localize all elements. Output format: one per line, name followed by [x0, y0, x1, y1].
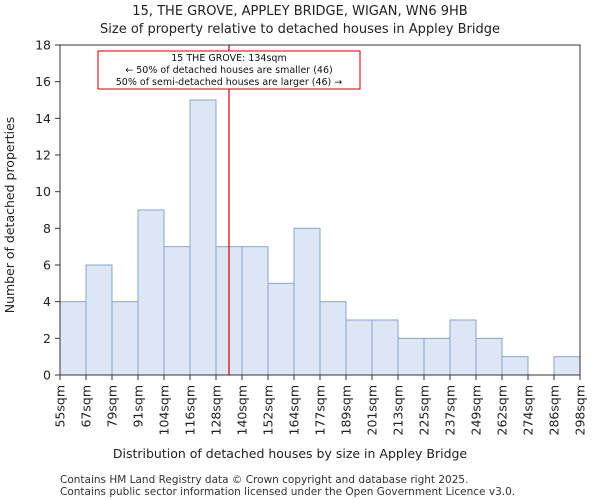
y-tick-label: 6 — [43, 258, 51, 273]
y-tick-label: 4 — [43, 294, 51, 309]
bar-177sqm — [319, 301, 347, 376]
bar-91sqm — [137, 209, 165, 376]
annotation-line-1: 15 THE GROVE: 134sqm — [171, 53, 286, 64]
bars-group — [59, 99, 581, 376]
bar-55sqm — [59, 301, 87, 376]
bar-104sqm — [163, 246, 191, 376]
bar-225sqm — [423, 337, 451, 376]
y-axis: 0 2 4 6 8 10 12 14 16 18 — [35, 38, 60, 383]
x-tick-label: 249sqm — [469, 385, 484, 435]
x-tick-label: 152sqm — [261, 385, 276, 435]
chart-title: 15, THE GROVE, APPLEY BRIDGE, WIGAN, WN6… — [132, 4, 467, 19]
x-tick-label: 298sqm — [573, 385, 588, 435]
bar-140sqm — [241, 246, 269, 376]
footer-line-2: Contains public sector information licen… — [60, 486, 515, 498]
y-tick-label: 0 — [43, 368, 51, 383]
y-tick-label: 16 — [35, 74, 51, 89]
x-tick-label: 55sqm — [53, 385, 68, 428]
footer-line-1: Contains HM Land Registry data © Crown c… — [60, 474, 468, 486]
x-tick-label: 104sqm — [157, 385, 172, 435]
x-tick-label: 116sqm — [183, 385, 198, 435]
x-tick-label: 237sqm — [443, 385, 458, 435]
x-tick-label: 274sqm — [521, 385, 536, 435]
x-tick-label: 286sqm — [547, 385, 562, 435]
y-tick-label: 14 — [35, 111, 51, 126]
bar-262sqm — [501, 356, 529, 376]
bar-79sqm — [111, 301, 139, 376]
bar-249sqm — [475, 337, 503, 376]
annotation-line-3: 50% of semi-detached houses are larger (… — [116, 77, 343, 88]
x-tick-label: 262sqm — [495, 385, 510, 435]
y-tick-label: 12 — [35, 148, 51, 163]
plot-frame — [59, 44, 581, 376]
x-tick-label: 164sqm — [287, 385, 302, 435]
bar-201sqm — [371, 319, 399, 376]
x-tick-label: 79sqm — [105, 385, 120, 428]
chart-subtitle: Size of property relative to detached ho… — [100, 22, 500, 37]
x-tick-label: 189sqm — [339, 385, 354, 435]
x-tick-label: 177sqm — [313, 385, 328, 435]
y-tick-label: 8 — [43, 221, 51, 236]
bar-67sqm — [85, 264, 113, 376]
bar-286sqm — [553, 356, 581, 376]
x-axis: 55sqm 67sqm 79sqm 91sqm 104sqm 116sqm 128sqm 14… — [53, 375, 588, 435]
bar-116sqm — [189, 99, 217, 376]
bar-213sqm — [397, 337, 425, 376]
bar-152sqm — [267, 282, 295, 376]
x-tick-label: 67sqm — [79, 385, 94, 428]
bar-237sqm — [449, 319, 477, 376]
bar-164sqm — [293, 227, 321, 376]
x-tick-label: 225sqm — [417, 385, 432, 435]
x-tick-label: 201sqm — [365, 385, 380, 435]
y-tick-label: 2 — [43, 331, 51, 346]
x-tick-label: 91sqm — [131, 385, 146, 428]
x-tick-label: 128sqm — [209, 385, 224, 435]
annotation-box: 15 THE GROVE: 134sqm ← 50% of detached h… — [97, 50, 361, 90]
x-tick-label: 140sqm — [235, 385, 250, 435]
y-axis-label: Number of detached properties — [2, 117, 17, 314]
x-tick-label: 213sqm — [391, 385, 406, 435]
annotation-line-2: ← 50% of detached houses are smaller (46… — [125, 65, 332, 76]
x-axis-label: Distribution of detached houses by size … — [113, 446, 468, 461]
bar-189sqm — [345, 319, 373, 376]
y-tick-label: 10 — [35, 184, 51, 199]
y-tick-label: 18 — [35, 38, 51, 53]
